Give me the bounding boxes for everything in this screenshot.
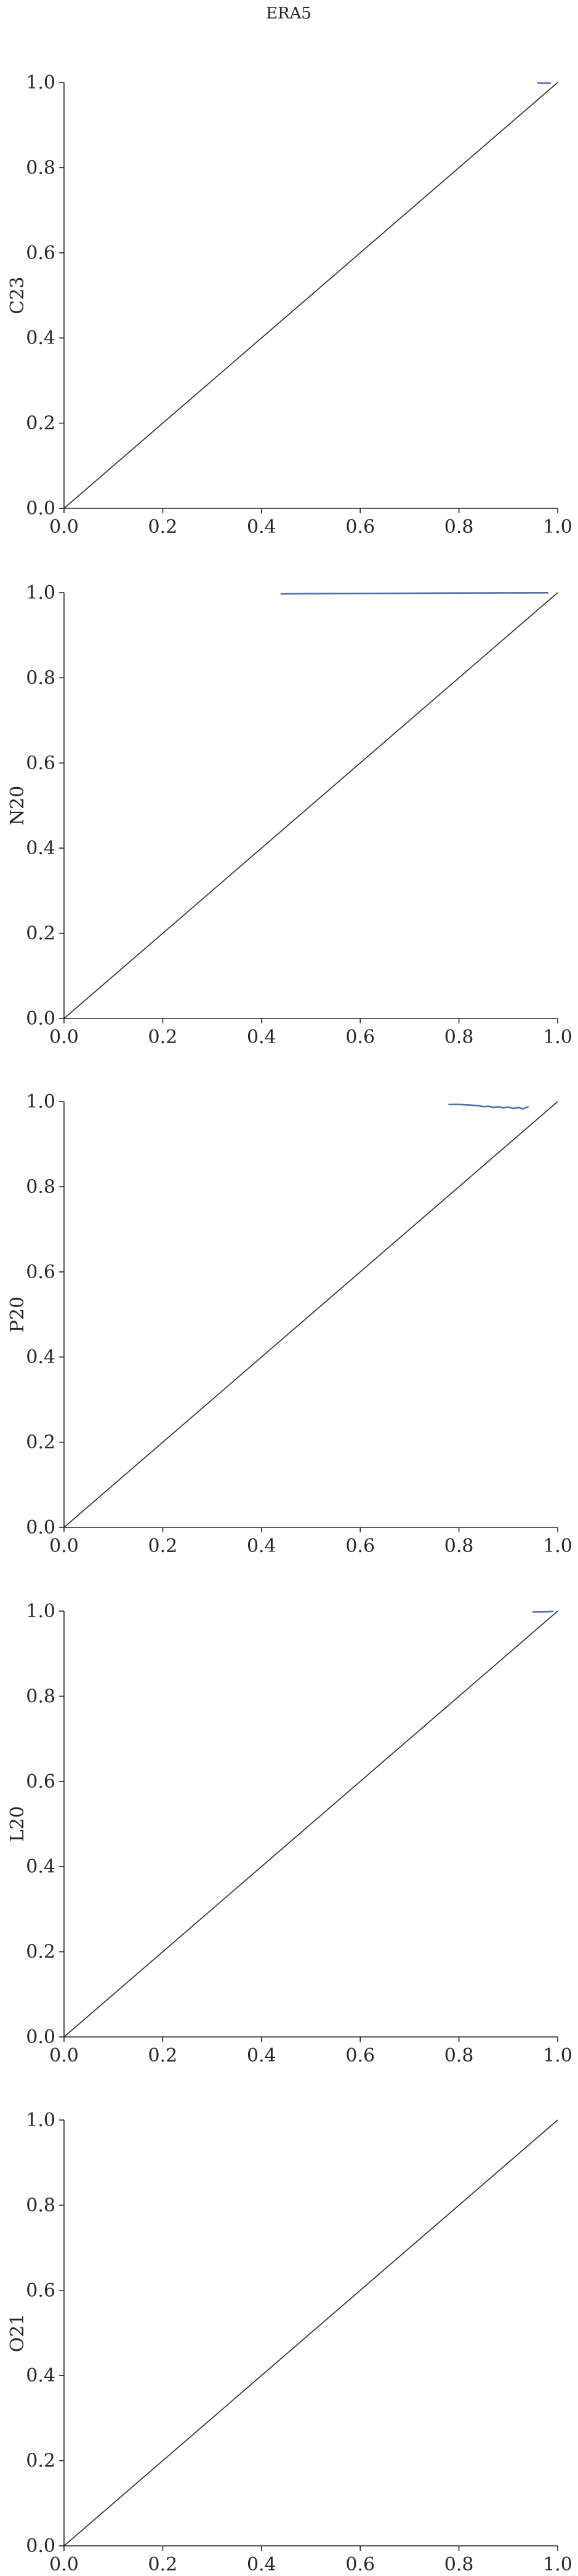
series-line [280, 592, 549, 595]
figure-title: ERA5 [266, 4, 311, 23]
x-tick-label: 0.0 [49, 2554, 79, 2575]
y-tick-label: 0.4 [26, 1856, 55, 1878]
y-axis-label: P20 [7, 1297, 28, 1332]
y-tick-label: 0.6 [26, 1262, 55, 1283]
x-tick-label: 1.0 [543, 1535, 572, 1557]
x-tick-label: 0.8 [444, 2554, 474, 2575]
reference-diagonal-line [63, 592, 558, 1019]
y-axis-label: L20 [7, 1806, 28, 1842]
y-tick-label: 0.0 [26, 1517, 55, 1538]
x-tick-label: 0.2 [148, 1026, 178, 1048]
x-tick-label: 0.4 [247, 2554, 276, 2575]
x-tick-label: 0.6 [345, 516, 375, 538]
reference-diagonal-line [63, 1101, 558, 1528]
y-tick-label: 1.0 [26, 1601, 55, 1622]
x-tick-label: 0.6 [345, 2045, 375, 2066]
y-tick-label: 0.6 [26, 242, 55, 264]
y-tick-label: 0.8 [26, 157, 55, 178]
y-tick-label: 0.2 [26, 1942, 55, 1963]
y-tick-label: 0.2 [26, 413, 55, 434]
x-tick-label: 0.4 [247, 2045, 276, 2066]
x-tick-label: 1.0 [543, 2045, 572, 2066]
panels: 0.00.20.40.60.81.00.0 0.2 0.4 0.6 0.8 1.0C230… [7, 72, 572, 2575]
x-tick-label: 0.4 [247, 1535, 276, 1557]
y-tick-label: 0.6 [26, 753, 55, 774]
series-line [448, 1103, 529, 1110]
x-tick-label: 0.6 [345, 1026, 375, 1048]
x-tick-label: 0.8 [444, 2045, 474, 2066]
reference-diagonal-line [63, 1610, 558, 2038]
x-tick-label: 0.2 [148, 2554, 178, 2575]
y-axis-label: N20 [7, 786, 28, 825]
y-tick-label: 0.2 [26, 2450, 55, 2472]
y-axis-label: C23 [7, 276, 28, 314]
reference-diagonal-line [63, 2119, 558, 2546]
y-tick-label: 0.8 [26, 667, 55, 689]
x-tick-label: 0.8 [444, 516, 474, 538]
y-tick-label: 0.4 [26, 327, 55, 349]
y-tick-label: 0.0 [26, 2535, 55, 2557]
y-tick-label: 0.4 [26, 1346, 55, 1368]
x-tick-label: 0.2 [148, 1535, 178, 1557]
x-tick-label: 0.8 [444, 1535, 474, 1557]
y-tick-label: 0.0 [26, 1008, 55, 1030]
y-tick-label: 0.0 [26, 2026, 55, 2048]
y-tick-label: 0.2 [26, 923, 55, 945]
y-tick-label: 0.6 [26, 2280, 55, 2302]
y-tick-label: 0.2 [26, 1432, 55, 1454]
y-tick-label: 0.4 [26, 2365, 55, 2386]
y-tick-label: 0.0 [26, 498, 55, 519]
reference-diagonal-line [63, 82, 558, 509]
x-tick-label: 1.0 [543, 2554, 572, 2575]
y-tick-label: 1.0 [26, 72, 55, 94]
chart-panel: 0.0 0.2 0.4 0.6 0.8 1.0 0.0 0.2 0.4 0.6 0.8 1.0 N20 [7, 582, 572, 1048]
x-tick-label: 1.0 [543, 516, 572, 538]
x-tick-label: 0.4 [247, 1026, 276, 1048]
x-tick-label: 1.0 [543, 1026, 572, 1048]
y-tick-label: 1.0 [26, 582, 55, 604]
x-tick-label: 0.4 [247, 516, 276, 538]
y-tick-label: 1.0 [26, 1091, 55, 1113]
x-tick-label: 0.6 [345, 2554, 375, 2575]
x-tick-label: 0.0 [49, 516, 79, 538]
x-tick-label: 0.2 [148, 516, 178, 538]
y-tick-label: 1.0 [26, 2110, 55, 2131]
y-tick-label: 0.4 [26, 838, 55, 859]
y-tick-label: 0.6 [26, 1771, 55, 1793]
y-tick-label: 0.8 [26, 2194, 55, 2216]
x-tick-label: 0.0 [49, 2045, 79, 2066]
y-tick-label: 0.8 [26, 1686, 55, 1707]
y-tick-label: 0.8 [26, 1176, 55, 1198]
x-tick-label: 0.6 [345, 1535, 375, 1557]
y-axis-label: O21 [7, 2314, 28, 2353]
x-tick-label: 0.0 [49, 1026, 79, 1048]
chart-panel: 0.0 0.2 0.4 0.6 0.8 1.0 0.0 0.2 0.4 0.6 0.8 1.0 C23 [7, 72, 572, 538]
x-tick-label: 0.2 [148, 2045, 178, 2066]
chart-panel: 0.0 0.2 0.4 0.6 0.8 1.0 0.0 0.2 0.4 0.6 0.8 1.0 O21 [7, 2110, 572, 2575]
chart-panel: 0.0 0.2 0.4 0.6 0.8 1.0 0.0 0.2 0.4 0.6 0.8 1.0 P20 [7, 1091, 572, 1557]
x-tick-label: 0.8 [444, 1026, 474, 1048]
chart-panel: 0.0 0.2 0.4 0.6 0.8 1.0 0.0 0.2 0.4 0.6 0.8 1.0 L20 [7, 1601, 572, 2066]
x-tick-label: 0.0 [49, 1535, 79, 1557]
